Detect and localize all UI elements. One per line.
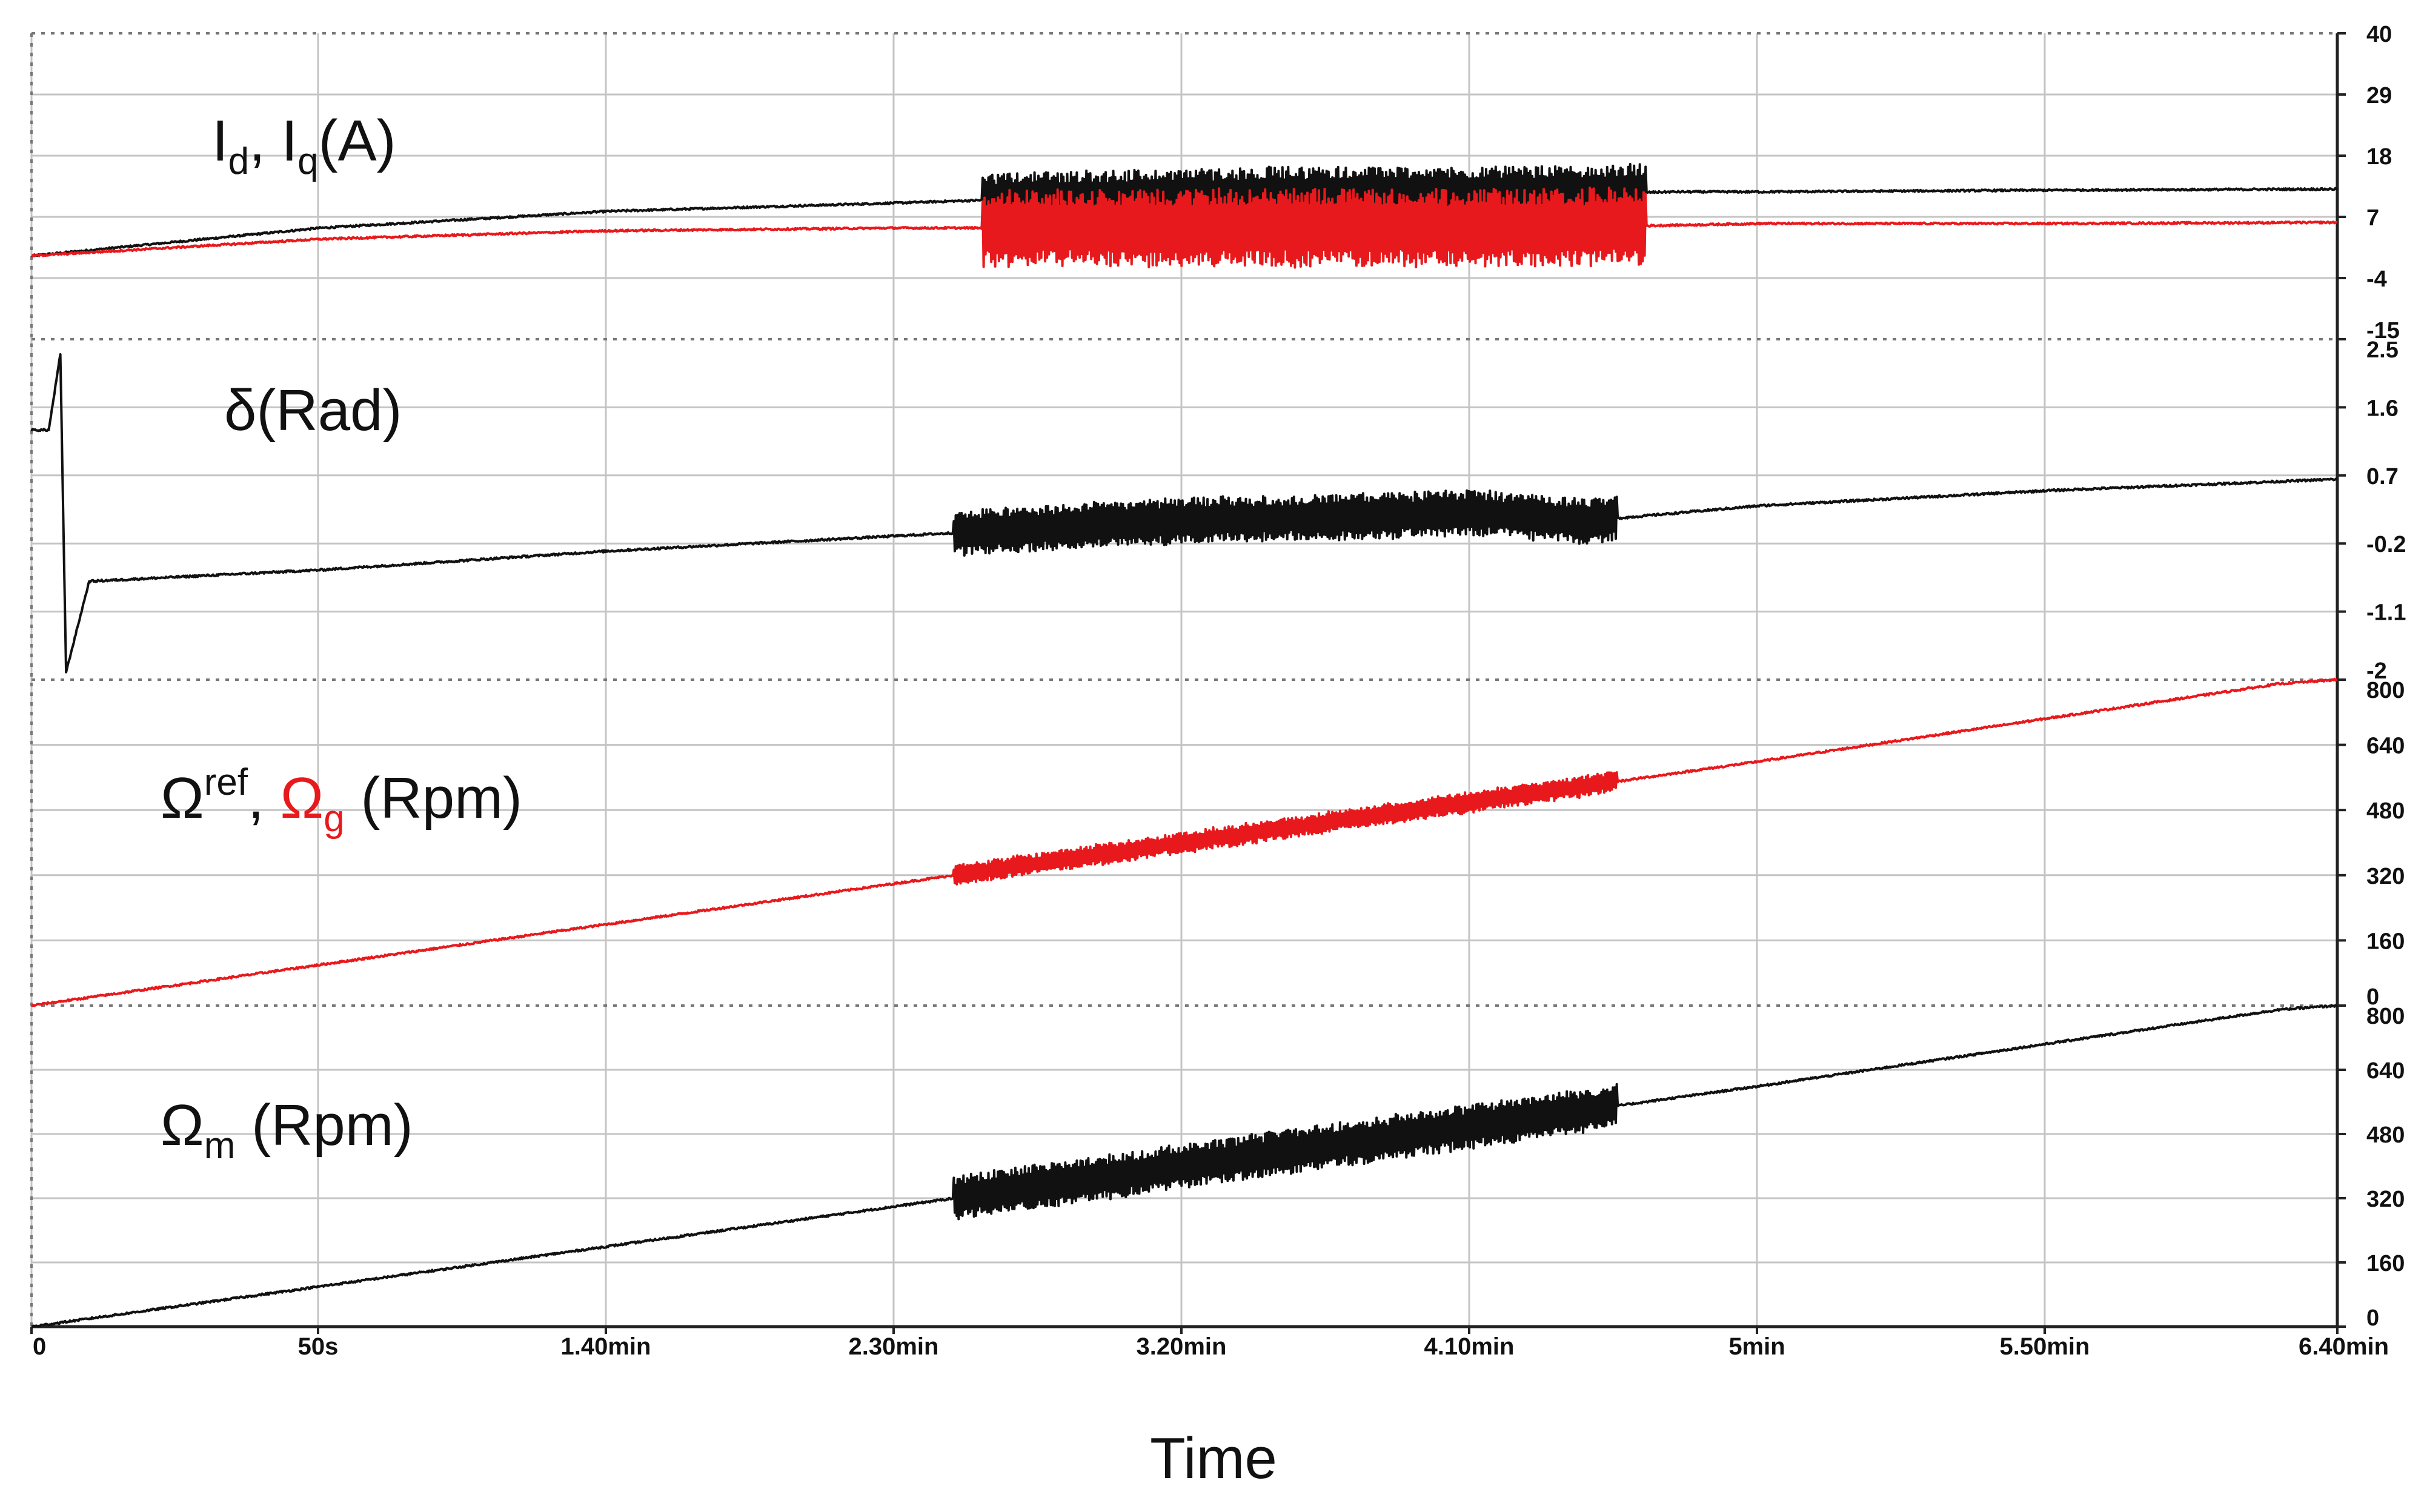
panel-label-part: Ω (161, 1093, 204, 1158)
x-tick-label: 4.10min (1424, 1333, 1515, 1360)
panel-label: Ωref, Ωg (Rpm) (161, 761, 522, 840)
x-tick-label: 6.40min (2299, 1333, 2389, 1360)
y-tick-label: 160 (2366, 1251, 2405, 1276)
y-tick-label: 800 (2366, 678, 2405, 703)
x-tick-label: 2.30min (849, 1333, 939, 1360)
panel-label-part: δ(Rad) (224, 378, 402, 443)
y-tick-label: -2 (2366, 658, 2387, 684)
panel-label-part: Ω (280, 766, 324, 831)
y-tick-label: 160 (2366, 929, 2405, 954)
panel-label: δ(Rad) (224, 378, 402, 443)
y-tick-label: 18 (2366, 144, 2392, 170)
y-tick-label: 800 (2366, 1004, 2405, 1029)
y-tick-label: -4 (2366, 267, 2387, 292)
y-tick-label: 0 (2366, 984, 2379, 1010)
panel-label-part: m (204, 1125, 236, 1167)
series-omega-m (31, 1004, 2338, 1328)
x-tick-label: 1.40min (561, 1333, 651, 1360)
series-i-q (31, 187, 2338, 269)
panel-labels: Id, Iq(A)δ(Rad)Ωref, Ωg (Rpm)Ωm (Rpm) (161, 108, 522, 1167)
panel-label-part: ref (204, 761, 248, 803)
series-omega-g (31, 677, 2338, 1007)
panel-label: Ωm (Rpm) (161, 1093, 413, 1167)
panel-label-part: (Rpm) (345, 766, 522, 831)
panel-label-part: (A) (319, 108, 396, 173)
y-tick-label: -15 (2366, 318, 2400, 343)
x-axis-label: Time (1150, 1426, 1277, 1491)
panel-label: Id, Iq(A) (212, 108, 396, 182)
y-tick-label: 640 (2366, 734, 2405, 759)
x-tick-label: 3.20min (1137, 1333, 1227, 1360)
panel-label-part: , (248, 766, 280, 831)
y-tick-label: 1.6 (2366, 396, 2399, 421)
y-tick-labels: 4029187-4-152.51.60.7-0.2-1.1-2800640480… (2366, 22, 2406, 1331)
y-tick-label: 29 (2366, 83, 2392, 108)
y-tick-label: 40 (2366, 22, 2392, 47)
x-tick-label: 0 (33, 1333, 46, 1360)
y-tick-label: 0.7 (2366, 464, 2399, 489)
panel-label-part: I (212, 108, 228, 173)
y-tick-label: 480 (2366, 1122, 2405, 1148)
y-tick-label: 320 (2366, 1187, 2405, 1212)
y-tick-label: 480 (2366, 798, 2405, 824)
y-tick-label: 2.5 (2366, 337, 2399, 363)
series-i-d (31, 163, 2339, 257)
panel-label-part: Ω (161, 766, 204, 831)
y-tick-label: -0.2 (2366, 532, 2406, 557)
x-tick-label: 5.50min (2000, 1333, 2090, 1360)
x-tick-label: 5min (1728, 1333, 1785, 1360)
panel-label-part: (Rpm) (235, 1093, 413, 1158)
y-tick-label: 640 (2366, 1058, 2405, 1084)
x-tick-labels: 0 50s 1.40min 2.30min 3.20min 4.10min 5min 5.50… (33, 1333, 2389, 1360)
panel-label-part: , I (249, 108, 297, 173)
y-tick-label: 0 (2366, 1305, 2379, 1331)
panel-label-part: q (297, 141, 318, 182)
y-tick-label: 7 (2366, 205, 2379, 231)
y-tick-label: 320 (2366, 864, 2405, 889)
panel-label-part: g (324, 798, 344, 840)
panel-label-part: d (228, 141, 249, 182)
series-delta (30, 353, 2338, 674)
y-tick-label: -1.1 (2366, 600, 2406, 626)
x-tick-label: 50s (298, 1333, 339, 1360)
series-layer (30, 163, 2339, 1328)
